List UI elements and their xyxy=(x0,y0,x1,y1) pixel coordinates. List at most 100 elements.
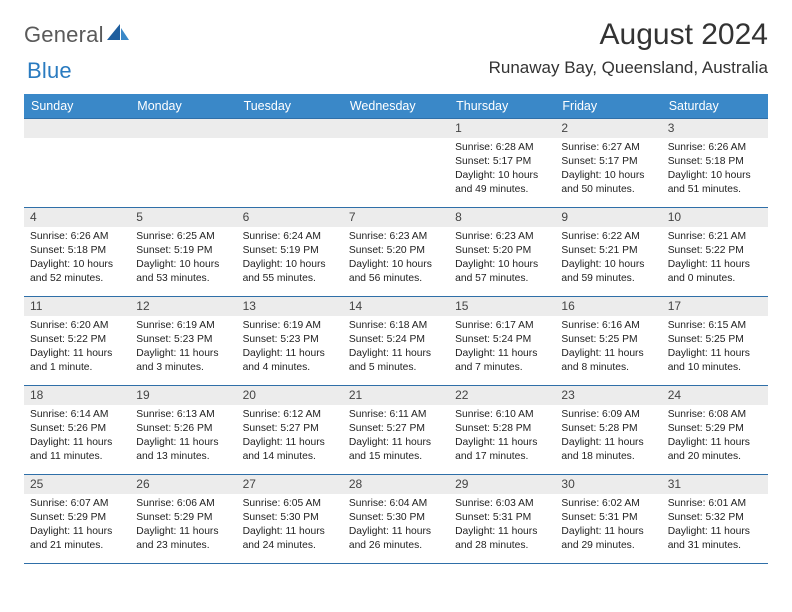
dayname-tue: Tuesday xyxy=(237,94,343,119)
day-number: 29 xyxy=(449,475,555,494)
day-details: Sunrise: 6:09 AMSunset: 5:28 PMDaylight:… xyxy=(555,405,661,474)
day-details xyxy=(24,138,130,207)
dayname-sun: Sunday xyxy=(24,94,130,119)
calendar-day-cell: 9Sunrise: 6:22 AMSunset: 5:21 PMDaylight… xyxy=(555,208,661,297)
day-number: 16 xyxy=(555,297,661,316)
day-details: Sunrise: 6:16 AMSunset: 5:25 PMDaylight:… xyxy=(555,316,661,385)
logo: General xyxy=(24,22,129,48)
day-details: Sunrise: 6:05 AMSunset: 5:30 PMDaylight:… xyxy=(237,494,343,563)
calendar-day-cell: 12Sunrise: 6:19 AMSunset: 5:23 PMDayligh… xyxy=(130,297,236,386)
day-number: 31 xyxy=(662,475,768,494)
calendar-day-cell xyxy=(237,119,343,208)
calendar-day-cell: 14Sunrise: 6:18 AMSunset: 5:24 PMDayligh… xyxy=(343,297,449,386)
day-number: 7 xyxy=(343,208,449,227)
calendar-day-cell: 29Sunrise: 6:03 AMSunset: 5:31 PMDayligh… xyxy=(449,475,555,564)
day-details xyxy=(343,138,449,207)
calendar-day-cell: 8Sunrise: 6:23 AMSunset: 5:20 PMDaylight… xyxy=(449,208,555,297)
dayname-thu: Thursday xyxy=(449,94,555,119)
calendar-week-row: 25Sunrise: 6:07 AMSunset: 5:29 PMDayligh… xyxy=(24,475,768,564)
dayname-fri: Friday xyxy=(555,94,661,119)
day-number: 18 xyxy=(24,386,130,405)
day-details: Sunrise: 6:15 AMSunset: 5:25 PMDaylight:… xyxy=(662,316,768,385)
day-number: 15 xyxy=(449,297,555,316)
calendar-day-cell: 5Sunrise: 6:25 AMSunset: 5:19 PMDaylight… xyxy=(130,208,236,297)
day-details: Sunrise: 6:10 AMSunset: 5:28 PMDaylight:… xyxy=(449,405,555,474)
calendar-day-cell xyxy=(343,119,449,208)
day-number: 20 xyxy=(237,386,343,405)
calendar-table: Sunday Monday Tuesday Wednesday Thursday… xyxy=(24,94,768,564)
day-details: Sunrise: 6:14 AMSunset: 5:26 PMDaylight:… xyxy=(24,405,130,474)
calendar-day-cell: 4Sunrise: 6:26 AMSunset: 5:18 PMDaylight… xyxy=(24,208,130,297)
day-number: 27 xyxy=(237,475,343,494)
day-details: Sunrise: 6:04 AMSunset: 5:30 PMDaylight:… xyxy=(343,494,449,563)
calendar-page: General August 2024 Runaway Bay, Queensl… xyxy=(0,0,792,564)
day-details: Sunrise: 6:11 AMSunset: 5:27 PMDaylight:… xyxy=(343,405,449,474)
day-number: 19 xyxy=(130,386,236,405)
day-details xyxy=(130,138,236,207)
calendar-week-row: 11Sunrise: 6:20 AMSunset: 5:22 PMDayligh… xyxy=(24,297,768,386)
day-number: 8 xyxy=(449,208,555,227)
day-details: Sunrise: 6:27 AMSunset: 5:17 PMDaylight:… xyxy=(555,138,661,207)
day-number: 24 xyxy=(662,386,768,405)
calendar-body: 1Sunrise: 6:28 AMSunset: 5:17 PMDaylight… xyxy=(24,119,768,564)
day-number: 5 xyxy=(130,208,236,227)
day-details: Sunrise: 6:17 AMSunset: 5:24 PMDaylight:… xyxy=(449,316,555,385)
day-number: 17 xyxy=(662,297,768,316)
calendar-day-cell: 27Sunrise: 6:05 AMSunset: 5:30 PMDayligh… xyxy=(237,475,343,564)
calendar-day-cell: 21Sunrise: 6:11 AMSunset: 5:27 PMDayligh… xyxy=(343,386,449,475)
day-details: Sunrise: 6:23 AMSunset: 5:20 PMDaylight:… xyxy=(449,227,555,296)
calendar-day-cell: 30Sunrise: 6:02 AMSunset: 5:31 PMDayligh… xyxy=(555,475,661,564)
dayname-wed: Wednesday xyxy=(343,94,449,119)
day-details: Sunrise: 6:19 AMSunset: 5:23 PMDaylight:… xyxy=(130,316,236,385)
title-block: August 2024 Runaway Bay, Queensland, Aus… xyxy=(489,18,768,78)
day-details: Sunrise: 6:23 AMSunset: 5:20 PMDaylight:… xyxy=(343,227,449,296)
day-details: Sunrise: 6:08 AMSunset: 5:29 PMDaylight:… xyxy=(662,405,768,474)
day-number: 21 xyxy=(343,386,449,405)
calendar-header-row: Sunday Monday Tuesday Wednesday Thursday… xyxy=(24,94,768,119)
calendar-day-cell: 6Sunrise: 6:24 AMSunset: 5:19 PMDaylight… xyxy=(237,208,343,297)
day-details: Sunrise: 6:18 AMSunset: 5:24 PMDaylight:… xyxy=(343,316,449,385)
day-details: Sunrise: 6:19 AMSunset: 5:23 PMDaylight:… xyxy=(237,316,343,385)
calendar-day-cell: 13Sunrise: 6:19 AMSunset: 5:23 PMDayligh… xyxy=(237,297,343,386)
day-number: 23 xyxy=(555,386,661,405)
calendar-day-cell: 7Sunrise: 6:23 AMSunset: 5:20 PMDaylight… xyxy=(343,208,449,297)
day-number: 26 xyxy=(130,475,236,494)
calendar-day-cell: 22Sunrise: 6:10 AMSunset: 5:28 PMDayligh… xyxy=(449,386,555,475)
calendar-day-cell: 26Sunrise: 6:06 AMSunset: 5:29 PMDayligh… xyxy=(130,475,236,564)
calendar-day-cell xyxy=(24,119,130,208)
day-number: 11 xyxy=(24,297,130,316)
day-details: Sunrise: 6:02 AMSunset: 5:31 PMDaylight:… xyxy=(555,494,661,563)
calendar-week-row: 18Sunrise: 6:14 AMSunset: 5:26 PMDayligh… xyxy=(24,386,768,475)
calendar-day-cell: 18Sunrise: 6:14 AMSunset: 5:26 PMDayligh… xyxy=(24,386,130,475)
day-number: 3 xyxy=(662,119,768,138)
day-details: Sunrise: 6:07 AMSunset: 5:29 PMDaylight:… xyxy=(24,494,130,563)
day-details: Sunrise: 6:21 AMSunset: 5:22 PMDaylight:… xyxy=(662,227,768,296)
day-details: Sunrise: 6:26 AMSunset: 5:18 PMDaylight:… xyxy=(24,227,130,296)
day-number: 25 xyxy=(24,475,130,494)
day-details: Sunrise: 6:01 AMSunset: 5:32 PMDaylight:… xyxy=(662,494,768,563)
day-number: 4 xyxy=(24,208,130,227)
day-details: Sunrise: 6:13 AMSunset: 5:26 PMDaylight:… xyxy=(130,405,236,474)
location-subtitle: Runaway Bay, Queensland, Australia xyxy=(489,58,768,78)
day-number: 2 xyxy=(555,119,661,138)
day-number: 6 xyxy=(237,208,343,227)
day-number xyxy=(237,119,343,138)
logo-text-2: Blue xyxy=(27,58,72,83)
calendar-day-cell xyxy=(130,119,236,208)
day-details: Sunrise: 6:24 AMSunset: 5:19 PMDaylight:… xyxy=(237,227,343,296)
day-details: Sunrise: 6:28 AMSunset: 5:17 PMDaylight:… xyxy=(449,138,555,207)
dayname-sat: Saturday xyxy=(662,94,768,119)
day-details: Sunrise: 6:20 AMSunset: 5:22 PMDaylight:… xyxy=(24,316,130,385)
day-number: 30 xyxy=(555,475,661,494)
logo-text-1: General xyxy=(24,22,104,48)
calendar-day-cell: 31Sunrise: 6:01 AMSunset: 5:32 PMDayligh… xyxy=(662,475,768,564)
day-number: 14 xyxy=(343,297,449,316)
month-title: August 2024 xyxy=(489,18,768,52)
calendar-day-cell: 19Sunrise: 6:13 AMSunset: 5:26 PMDayligh… xyxy=(130,386,236,475)
day-number: 28 xyxy=(343,475,449,494)
calendar-day-cell: 1Sunrise: 6:28 AMSunset: 5:17 PMDaylight… xyxy=(449,119,555,208)
calendar-day-cell: 23Sunrise: 6:09 AMSunset: 5:28 PMDayligh… xyxy=(555,386,661,475)
calendar-day-cell: 3Sunrise: 6:26 AMSunset: 5:18 PMDaylight… xyxy=(662,119,768,208)
calendar-day-cell: 20Sunrise: 6:12 AMSunset: 5:27 PMDayligh… xyxy=(237,386,343,475)
logo-sail-icon xyxy=(107,24,129,47)
